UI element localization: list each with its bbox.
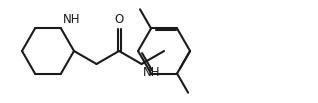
Text: NH: NH [63,13,80,26]
Text: O: O [114,13,124,26]
Text: NH: NH [142,66,160,79]
